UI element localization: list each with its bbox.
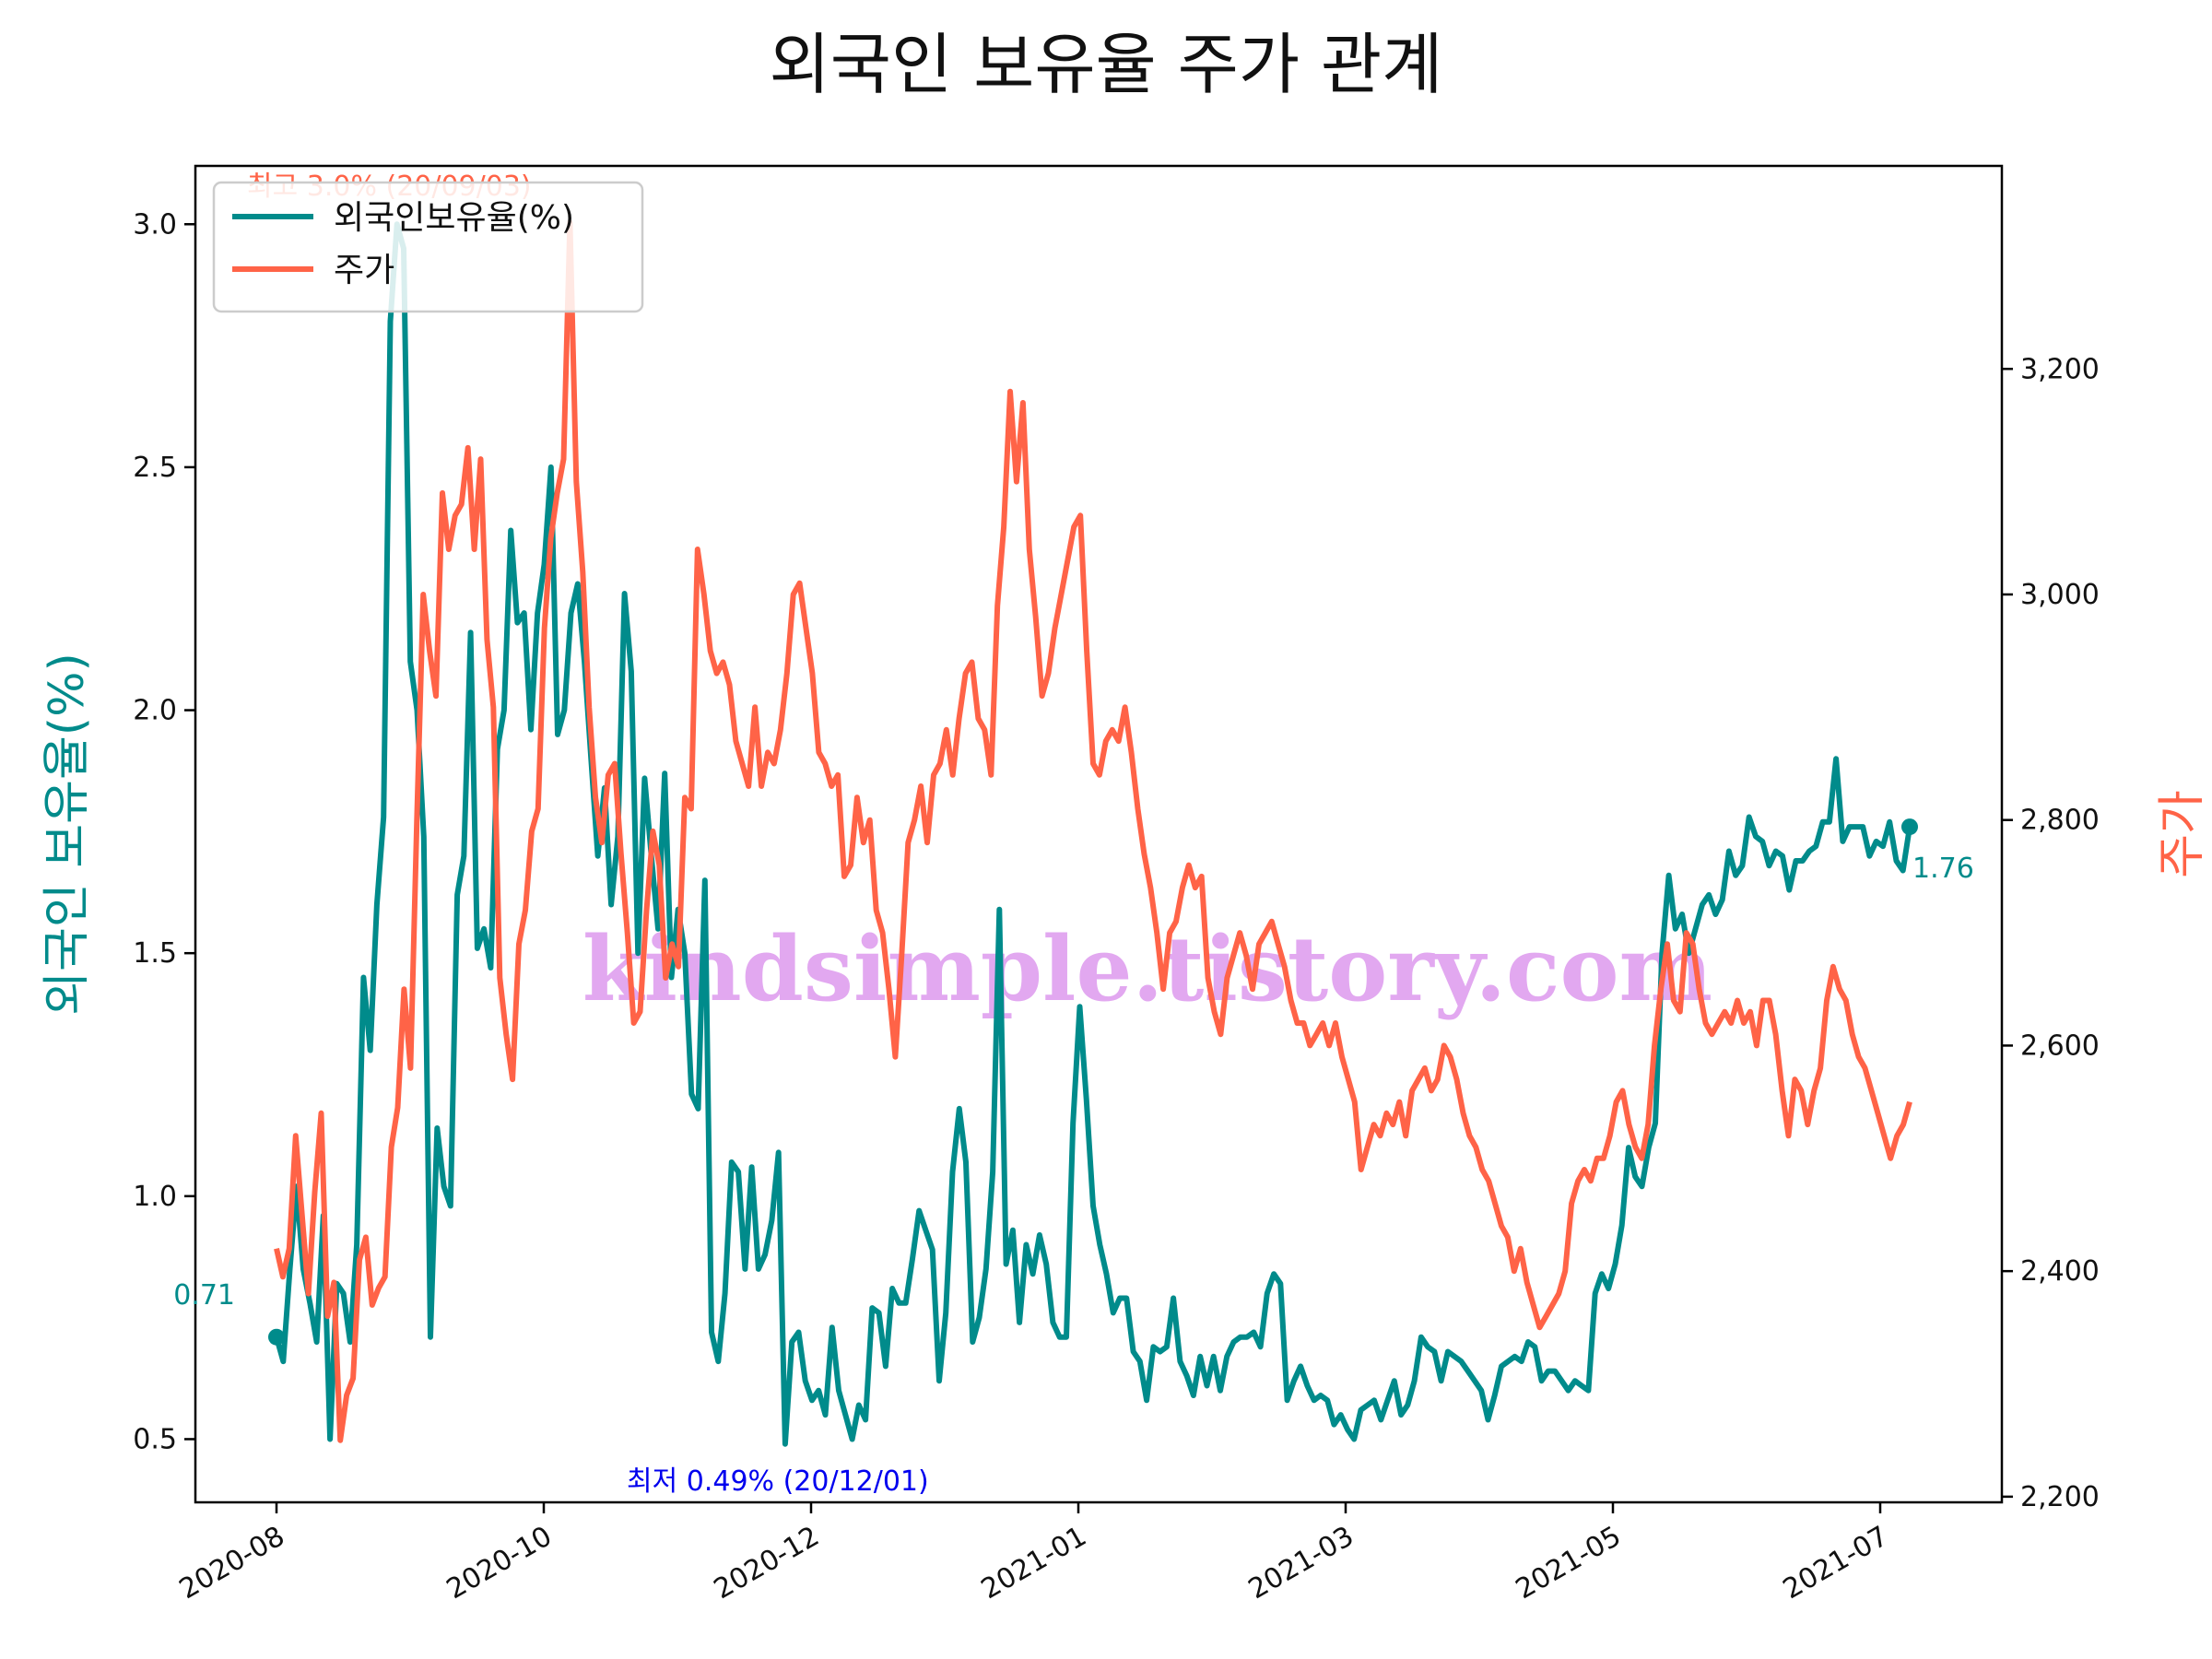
legend-label-foreign: 외국인보유율(%) xyxy=(334,199,574,237)
series-line-price xyxy=(274,219,1912,1443)
y-axis-right-label: 주가 xyxy=(2155,790,2210,878)
y-right-tick-label: 2,400 xyxy=(2020,1255,2100,1288)
legend-label-price: 주가 xyxy=(334,252,394,289)
chart-title: 외국인 보유율 주가 관계 xyxy=(769,26,1442,103)
series-line-foreign-ratio xyxy=(274,221,1912,1447)
y-left-tick-label: 1.5 xyxy=(133,937,177,970)
start-point-marker xyxy=(268,1328,285,1346)
start-value-label: 0.71 xyxy=(173,1279,235,1312)
x-tick-label: 2021-01 xyxy=(976,1520,1092,1606)
y-right-tick-label: 2,200 xyxy=(2020,1481,2100,1513)
x-axis: 2020-08 2020-10 2020-12 2021-01 2021-03 2021-… xyxy=(174,1502,1894,1606)
y-left-tick-label: 0.5 xyxy=(133,1423,177,1455)
low-annotation: 최저 0.49% (20/12/01) xyxy=(627,1465,929,1498)
x-tick-label: 2021-05 xyxy=(1511,1520,1627,1606)
x-tick-label: 2020-12 xyxy=(709,1520,825,1606)
x-tick-label: 2021-07 xyxy=(1778,1520,1894,1606)
end-point-marker xyxy=(1901,818,1918,836)
x-tick-label: 2020-08 xyxy=(174,1520,290,1606)
y-right-tick-label: 3,000 xyxy=(2020,579,2100,611)
x-tick-label: 2020-10 xyxy=(441,1520,558,1606)
y-right-tick-label: 2,800 xyxy=(2020,805,2100,837)
y-left-tick-label: 2.5 xyxy=(133,452,177,484)
end-value-label: 1.76 xyxy=(1912,853,1974,885)
watermark: kindsimple.tistory.com xyxy=(582,917,1712,1021)
y-right-tick-label: 3,200 xyxy=(2020,353,2100,385)
legend: 외국인보유율(%) 주가 xyxy=(212,181,644,313)
y-axis-left-label: 외국인 보유율(%) xyxy=(40,653,95,1016)
x-tick-label: 2021-03 xyxy=(1243,1520,1359,1606)
y-axis-left: 0.5 1.0 1.5 2.0 2.5 3.0 xyxy=(133,208,195,1455)
y-left-tick-label: 1.0 xyxy=(133,1181,177,1213)
y-right-tick-label: 2,600 xyxy=(2020,1030,2100,1062)
y-left-tick-label: 2.0 xyxy=(133,695,177,727)
y-left-tick-label: 3.0 xyxy=(133,208,177,241)
y-axis-right: 2,200 2,400 2,600 2,800 3,000 3,200 xyxy=(2002,353,2100,1513)
